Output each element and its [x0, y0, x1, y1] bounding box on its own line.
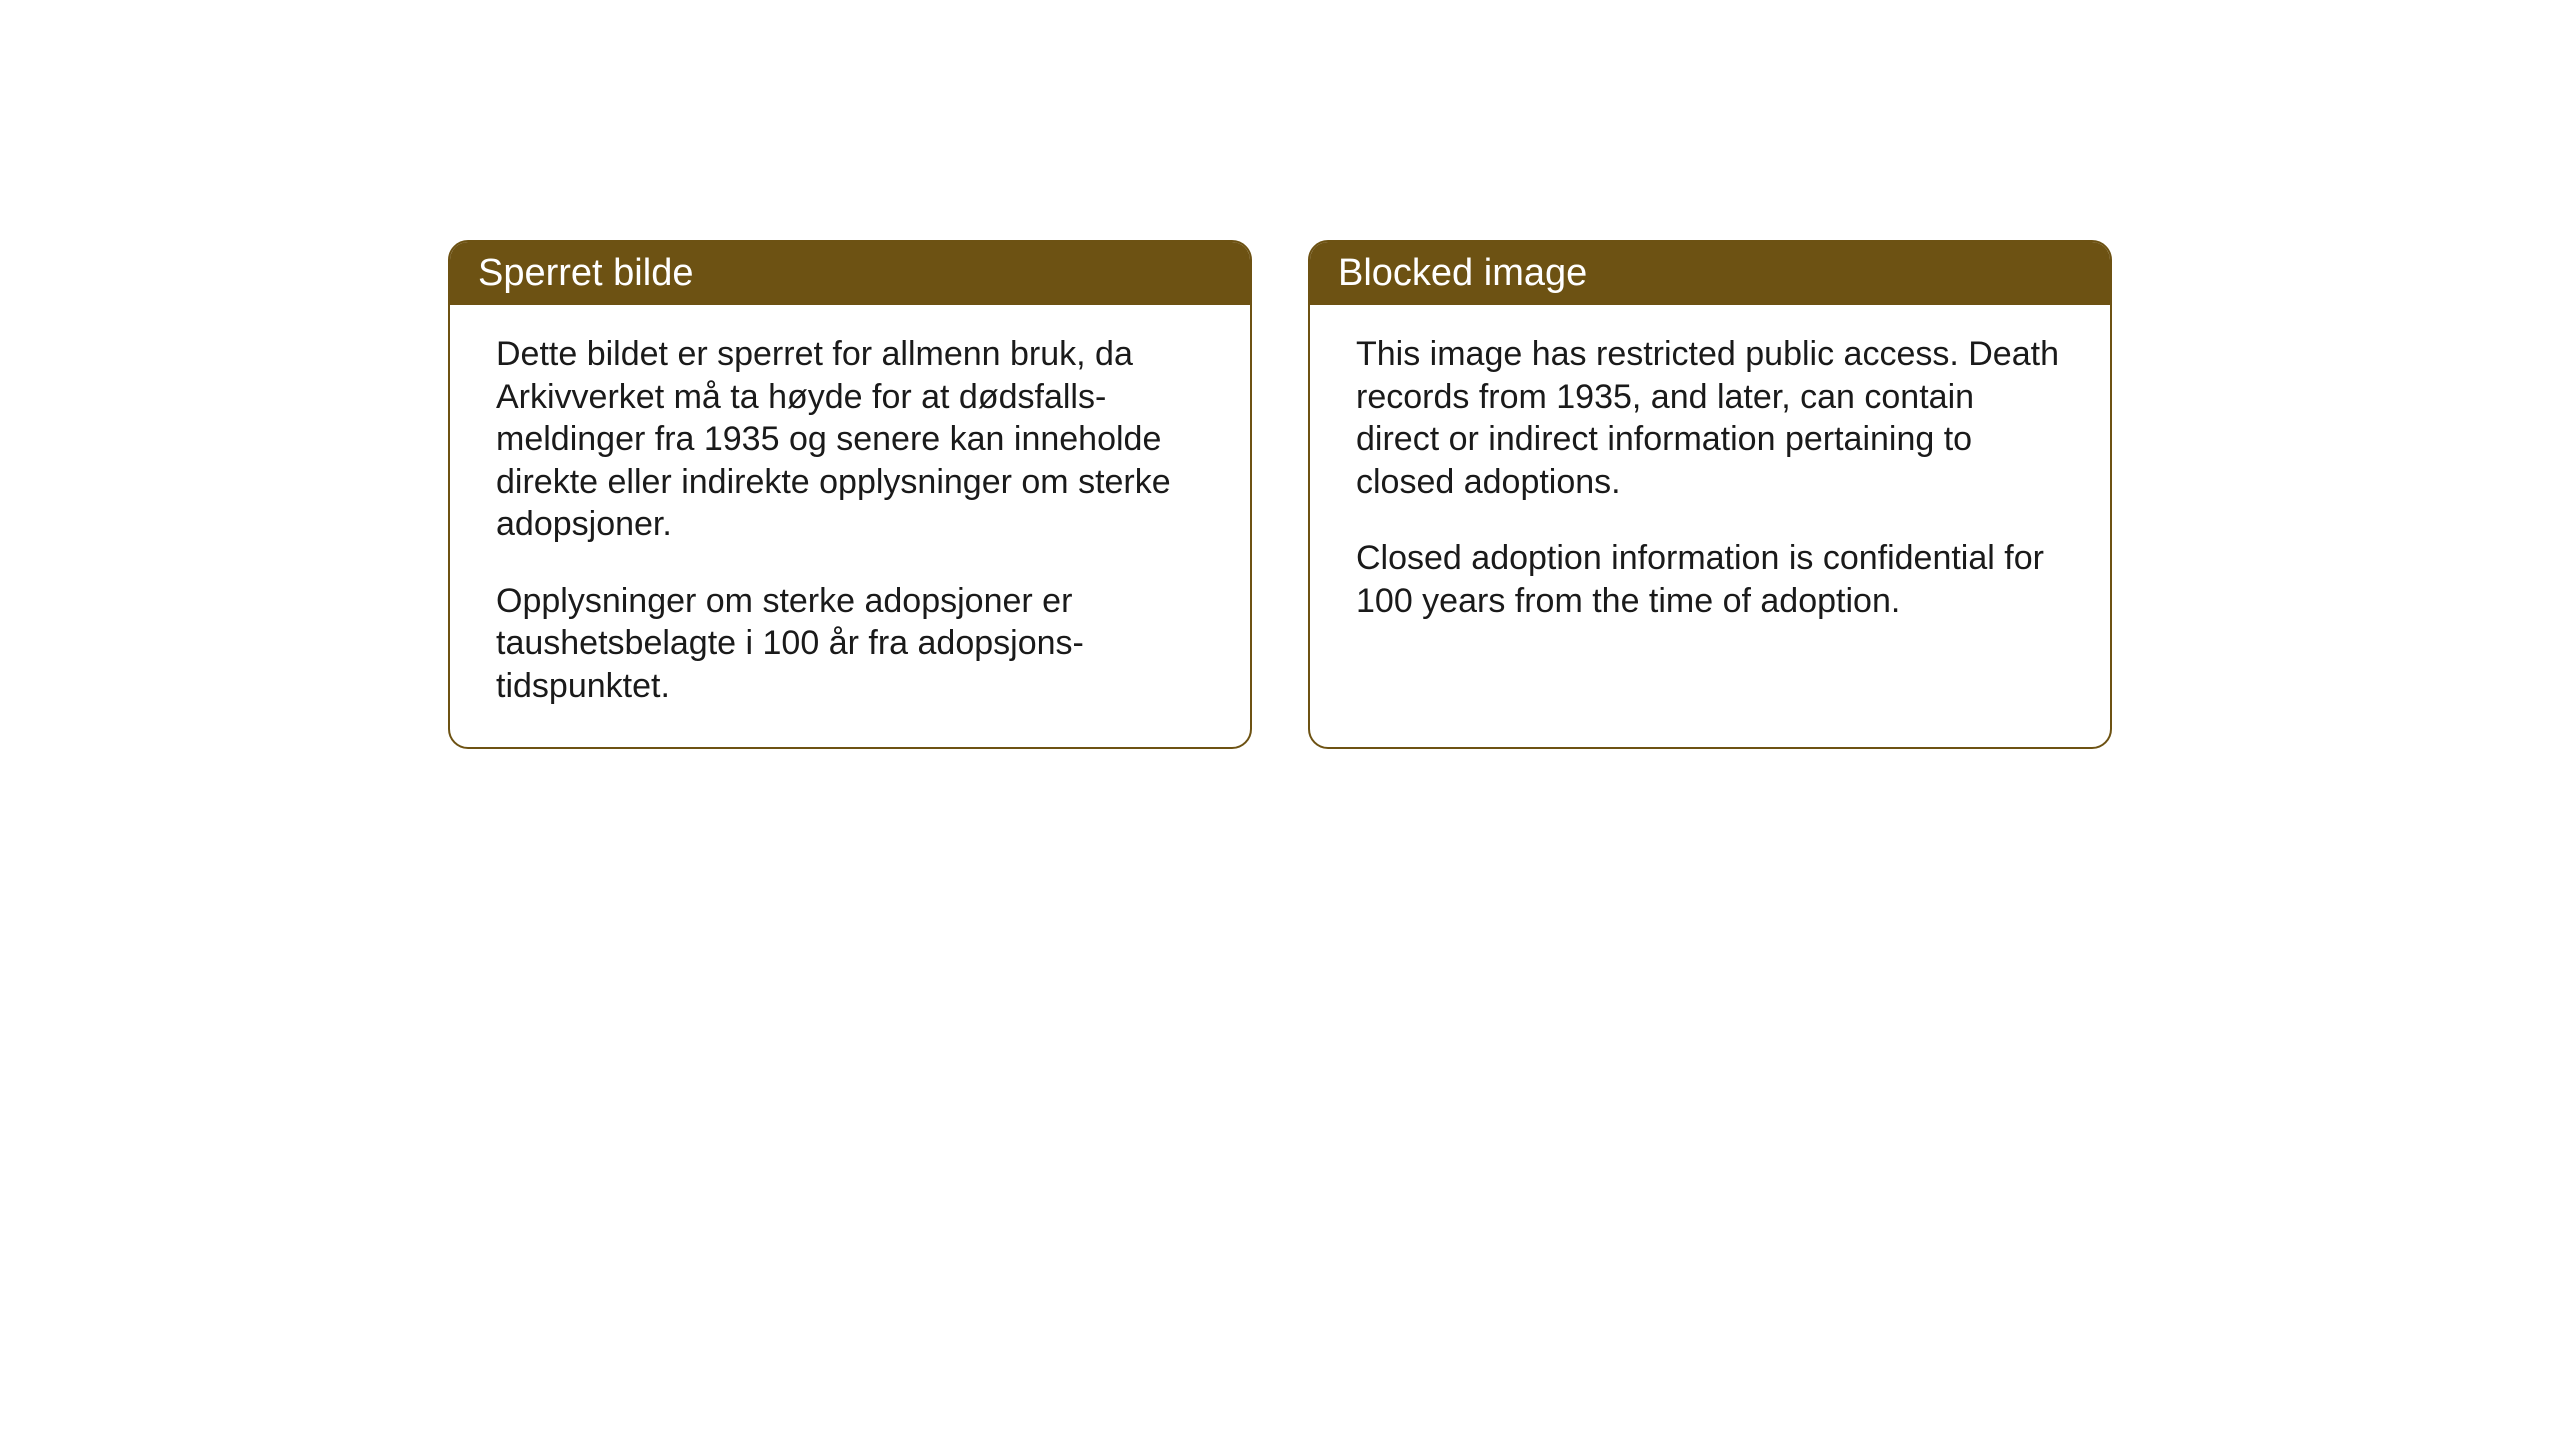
norwegian-paragraph-2: Opplysninger om sterke adopsjoner er tau… — [496, 580, 1204, 708]
english-paragraph-2: Closed adoption information is confident… — [1356, 537, 2064, 622]
norwegian-card-body: Dette bildet er sperret for allmenn bruk… — [450, 305, 1250, 747]
english-card: Blocked image This image has restricted … — [1308, 240, 2112, 749]
norwegian-card-title: Sperret bilde — [450, 242, 1250, 305]
english-card-body: This image has restricted public access.… — [1310, 305, 2110, 662]
norwegian-paragraph-1: Dette bildet er sperret for allmenn bruk… — [496, 333, 1204, 546]
english-card-title: Blocked image — [1310, 242, 2110, 305]
english-paragraph-1: This image has restricted public access.… — [1356, 333, 2064, 503]
cards-container: Sperret bilde Dette bildet er sperret fo… — [448, 240, 2112, 749]
norwegian-card: Sperret bilde Dette bildet er sperret fo… — [448, 240, 1252, 749]
